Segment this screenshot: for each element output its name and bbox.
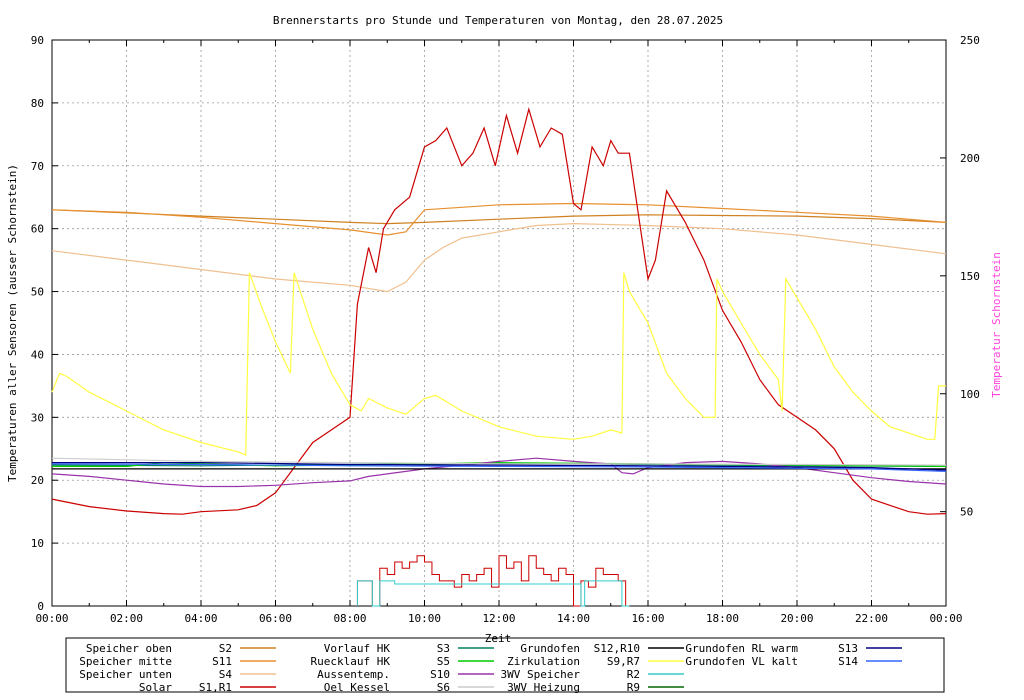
x-tick-label: 04:00 [184, 612, 217, 625]
y-tick-label: 80 [31, 97, 44, 110]
legend-item-code: R2 [627, 668, 640, 681]
x-tick-label: 08:00 [333, 612, 366, 625]
legend-item-label: Zirkulation [507, 655, 580, 668]
legend-item-label: Ruecklauf HK [311, 655, 391, 668]
y-axis: 0 10 20 30 40 50 60 70 80 90 [31, 34, 58, 613]
bars [356, 555, 630, 607]
y-tick-label: 30 [31, 411, 44, 424]
x-tick-label: 10:00 [408, 612, 441, 625]
legend-item-code: S13 [838, 642, 858, 655]
y-tick-label: 50 [31, 286, 44, 299]
legend-item-label: Grundofen RL warm [685, 642, 798, 655]
x-tick-label: 16:00 [631, 612, 664, 625]
y-tick-label: 60 [31, 223, 44, 236]
legend-item-code: S9,R7 [607, 655, 640, 668]
legend-item-label: Vorlauf HK [324, 642, 391, 655]
legend-item-label: 3WV Speicher [501, 668, 581, 681]
bar-series [356, 580, 630, 607]
legend-item-label: Speicher mitte [79, 655, 172, 668]
legend-item-label: Grundofen VL kalt [685, 655, 798, 668]
legend-item-code: S6 [437, 681, 450, 694]
series-line [51, 106, 947, 515]
y2-tick-label: 50 [960, 506, 973, 519]
legend-item-code: S1,R1 [199, 681, 232, 694]
legend-item-label: Solar [139, 681, 172, 694]
x-tick-label: 20:00 [780, 612, 813, 625]
y-tick-label: 10 [31, 537, 44, 550]
y-tick-label: 40 [31, 348, 44, 361]
y-axis-label: Temperaturen aller Sensoren (ausser Scho… [6, 164, 19, 482]
y-tick-label: 0 [37, 600, 44, 613]
y2-tick-label: 200 [960, 152, 980, 165]
legend-item-label: Speicher oben [86, 642, 172, 655]
x-tick-label: 12:00 [482, 612, 515, 625]
legend-item-code: S3 [437, 642, 450, 655]
legend-item-label: Speicher unten [79, 668, 172, 681]
legend-item-code: S11 [212, 655, 232, 668]
legend-item-label: Oel Kessel [324, 681, 390, 694]
x-tick-label: 18:00 [706, 612, 739, 625]
legend-item-code: S5 [437, 655, 450, 668]
series-lines [51, 106, 947, 515]
chart-title: Brennerstarts pro Stunde und Temperature… [273, 14, 723, 27]
x-tick-label: 22:00 [855, 612, 888, 625]
legend-item-code: S12,R10 [594, 642, 640, 655]
x-tick-label: 02:00 [110, 612, 143, 625]
series-line [51, 209, 947, 225]
series-line [51, 202, 947, 236]
y-tick-label: 20 [31, 474, 44, 487]
y2-tick-label: 150 [960, 270, 980, 283]
x-tick-label: 00:00 [929, 612, 962, 625]
y2-axis: 50 100 150 200 250 [940, 34, 980, 519]
y-tick-label: 90 [31, 34, 44, 47]
x-axis: 00:00 02:00 04:00 06:00 08:00 10:00 12:00 14:00… [35, 40, 963, 625]
legend-item-code: S4 [219, 668, 233, 681]
legend-item-label: Grundofen [520, 642, 580, 655]
y-tick-label: 70 [31, 160, 44, 173]
series-line [51, 457, 947, 466]
legend-item-label: Aussentemp. [317, 668, 390, 681]
series-line [51, 463, 947, 472]
series-line [51, 457, 947, 488]
legend: Speicher oben S2 Speicher mitte S11 Speicher… [79, 642, 902, 694]
y2-tick-label: 100 [960, 388, 980, 401]
x-tick-label: 06:00 [259, 612, 292, 625]
legend-item-code: S14 [838, 655, 858, 668]
y2-tick-label: 250 [960, 34, 980, 47]
legend-item-code: R9 [627, 681, 640, 694]
legend-item-label: 3WV Heizung [507, 681, 580, 694]
x-tick-label: 14:00 [557, 612, 590, 625]
legend-frame [65, 637, 945, 693]
legend-item-code: S10 [430, 668, 450, 681]
y2-axis-label: Temperatur Schornstein [990, 252, 1003, 398]
series-line [52, 462, 947, 471]
legend-item-code: S2 [219, 642, 232, 655]
series-line [51, 272, 946, 457]
x-tick-label: 00:00 [35, 612, 68, 625]
series-line [51, 222, 947, 293]
